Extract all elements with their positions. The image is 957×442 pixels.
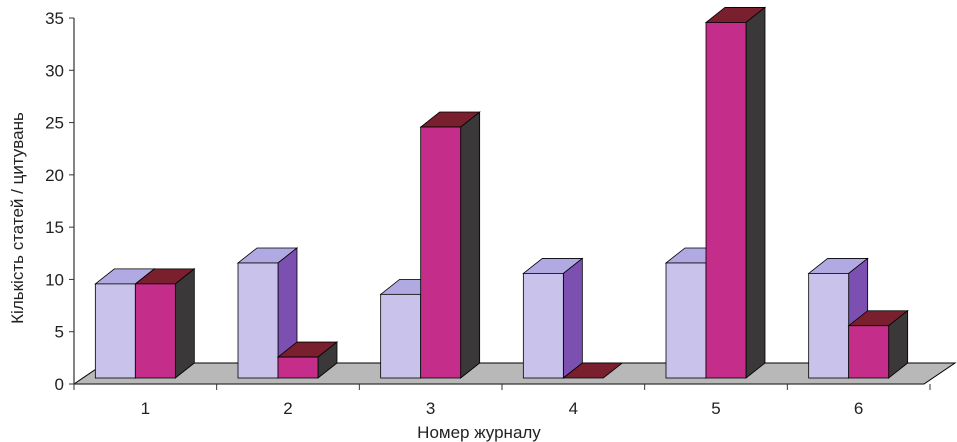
chart-axes [69, 17, 931, 390]
y-tick-label: 30 [45, 61, 64, 80]
bar-front-face [277, 356, 319, 379]
x-tick-label: 5 [711, 399, 720, 418]
bar-front-face [522, 273, 564, 379]
bar-front-face [848, 325, 890, 379]
y-tick-label: 5 [55, 323, 64, 342]
x-tick-label: 3 [426, 399, 435, 418]
bar-top-face [562, 362, 624, 379]
x-tick-label: 2 [283, 399, 292, 418]
chart-bars [94, 6, 909, 379]
bar-front-face [665, 262, 707, 379]
y-tick-label: 25 [45, 114, 64, 133]
bar-series-2 [704, 6, 767, 379]
bar-side-face [174, 268, 195, 379]
bar-front-face [380, 293, 422, 379]
bar-front-face [134, 283, 176, 379]
y-tick-label: 15 [45, 218, 64, 237]
bar-side-face [562, 257, 583, 379]
y-tick-label: 35 [45, 9, 64, 28]
bar-series-2 [276, 341, 339, 379]
bar-series-2 [847, 309, 909, 379]
y-tick-label: 10 [45, 270, 64, 289]
y-tick-label: 0 [55, 375, 64, 394]
bar-front-face [237, 262, 279, 379]
bar-series-1 [236, 247, 299, 379]
x-axis-title: Номер журналу [417, 423, 541, 442]
y-tick-label: 20 [45, 166, 64, 185]
x-tick-label: 6 [854, 399, 863, 418]
y-axis-title: Кількість статей / цитувань [8, 112, 27, 324]
bar-series-2 [134, 268, 196, 379]
x-tick-label: 4 [569, 399, 578, 418]
bar-front-face [94, 283, 136, 379]
bar-series-2 [419, 111, 481, 379]
chart-labels: 0 5 10 15 20 25 30 35 1 2 3 4 5 6 [45, 9, 863, 418]
bar-series-2 [562, 362, 624, 379]
bar-series-1 [522, 257, 584, 379]
bar-front-face [420, 126, 462, 379]
x-tick-label: 1 [141, 399, 150, 418]
bar-side-face [460, 111, 481, 379]
bar-front-face [808, 273, 850, 379]
bar-side-face [745, 6, 766, 379]
bar-front-face [705, 22, 747, 379]
